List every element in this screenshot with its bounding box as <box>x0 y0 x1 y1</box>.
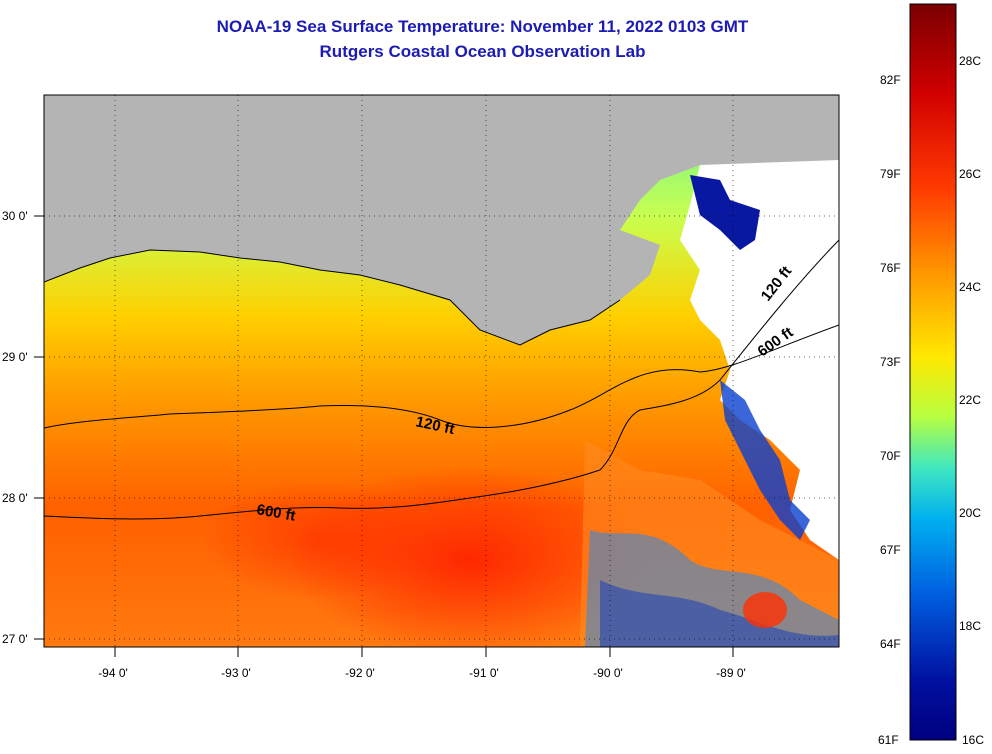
cb-f-label: 67F <box>880 543 901 557</box>
map-title: NOAA-19 Sea Surface Temperature: Novembe… <box>216 17 749 36</box>
cb-f-label: 64F <box>880 637 901 651</box>
lon-tick-label: -93 0' <box>221 666 251 680</box>
graticule <box>44 95 839 647</box>
cb-f-label: 76F <box>880 261 901 275</box>
lat-tick-label: 28 0' <box>2 491 28 505</box>
cb-c-label: 28C <box>959 54 981 68</box>
cb-f-label: 79F <box>880 167 901 181</box>
map-frame <box>43 94 840 648</box>
lat-tick-label: 27 0' <box>2 632 28 646</box>
lon-tick-label: -92 0' <box>345 666 375 680</box>
fahrenheit-labels: 82F 79F 76F 73F 70F 67F 64F 61F <box>878 73 901 747</box>
isobath-600ft <box>44 239 839 520</box>
coastline <box>44 249 621 346</box>
cb-c-label: 26C <box>959 167 981 181</box>
cloud-cover <box>680 160 839 470</box>
cb-f-label: 73F <box>880 355 901 369</box>
cb-f-label: 61F <box>878 733 899 747</box>
contour-label-600ft: 600 ft <box>255 501 297 525</box>
longitude-tick-labels: -94 0' -93 0' -92 0' -91 0' -90 0' -89 0… <box>98 666 746 680</box>
cb-c-label: 22C <box>959 393 981 407</box>
cb-c-label: 18C <box>959 619 981 633</box>
cold-cloud-edge-north <box>690 175 760 250</box>
cb-f-label: 70F <box>880 449 901 463</box>
colorbar: 82F 79F 76F 73F 70F 67F 64F 61F 28C 26C … <box>878 3 984 747</box>
map-subtitle: Rutgers Coastal Ocean Observation Lab <box>319 42 646 61</box>
cb-c-label: 24C <box>959 280 981 294</box>
cb-c-label: 16C <box>962 733 984 747</box>
cloud-cover-south <box>790 470 839 560</box>
lat-tick-label: 29 0' <box>2 350 28 364</box>
latitude-tick-labels: 30 0' 29 0' 28 0' 27 0' <box>2 209 28 646</box>
lon-tick-label: -89 0' <box>716 666 746 680</box>
cold-water-region <box>600 580 839 647</box>
axis-ticks <box>34 215 734 657</box>
lon-tick-label: -90 0' <box>593 666 623 680</box>
land-mass <box>44 95 839 345</box>
lon-tick-label: -91 0' <box>469 666 499 680</box>
isobath-120ft <box>44 324 839 429</box>
cb-f-label: 82F <box>880 73 901 87</box>
celsius-labels: 28C 26C 24C 22C 20C 18C 16C <box>959 54 984 747</box>
cold-cloud-edge-east <box>720 380 810 540</box>
lat-tick-label: 30 0' <box>2 209 28 223</box>
cb-c-label: 20C <box>959 506 981 520</box>
map-plot-area: 120 ft 600 ft 120 ft 600 ft <box>44 95 839 647</box>
lon-tick-label: -94 0' <box>98 666 128 680</box>
colorbar-gradient <box>909 3 957 741</box>
warm-eddy <box>743 592 787 628</box>
